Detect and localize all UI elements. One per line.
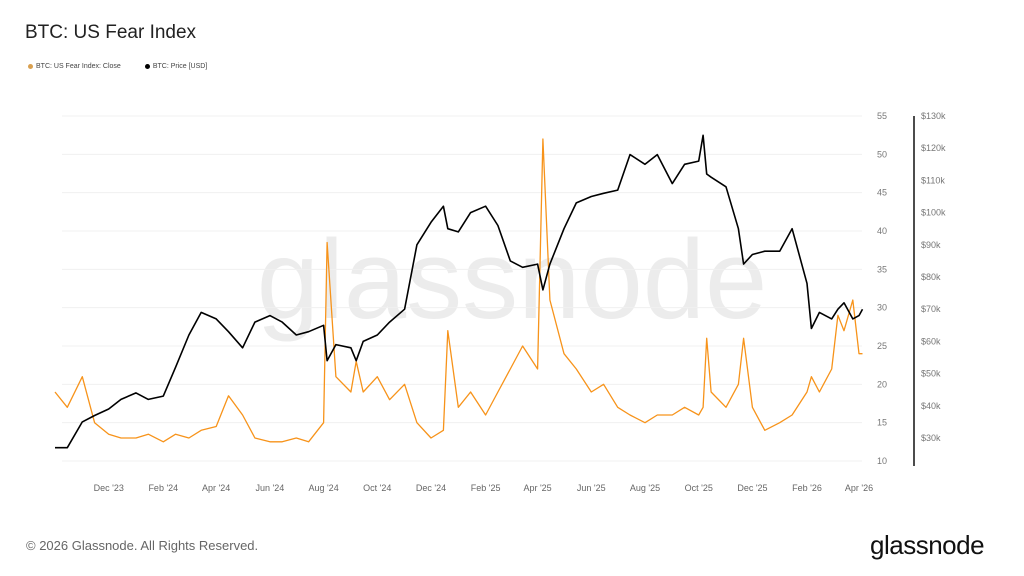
x-tick-label: Dec '25	[737, 483, 767, 493]
x-tick-label: Feb '25	[471, 483, 501, 493]
x-tick-label: Aug '25	[630, 483, 660, 493]
x-tick-label: Dec '23	[94, 483, 124, 493]
series-line-btc-price	[55, 134, 864, 449]
x-tick-label: Apr '26	[845, 483, 873, 493]
y-right-tick-label: $60k	[921, 336, 941, 346]
x-tick-label: Oct '24	[363, 483, 391, 493]
x-tick-label: Oct '25	[685, 483, 713, 493]
y-left-tick-label: 40	[877, 226, 887, 236]
y-right-tick-label: $100k	[921, 208, 946, 218]
y-left-tick-label: 25	[877, 341, 887, 351]
y-left-tick-label: 30	[877, 303, 887, 313]
y-left-tick-label: 35	[877, 264, 887, 274]
y-right-tick-label: $40k	[921, 401, 941, 411]
legend-dot-icon	[144, 63, 150, 69]
y-left-tick-label: 50	[877, 149, 887, 159]
x-tick-label: Aug '24	[308, 483, 338, 493]
y-left-tick-label: 55	[877, 111, 887, 121]
y-right-tick-label: $130k	[921, 111, 946, 121]
y-left-tick-label: 20	[877, 379, 887, 389]
chart-title: BTC: US Fear Index	[25, 22, 197, 43]
legend-item-fear[interactable]: BTC: US Fear Index: Close	[28, 63, 121, 70]
series-line-fear-index	[54, 138, 863, 443]
watermark: glassnode	[257, 217, 768, 342]
y-right-tick-label: $70k	[921, 304, 941, 314]
copyright: © 2026 Glassnode. All Rights Reserved.	[26, 538, 259, 553]
legend-dot-icon	[28, 63, 33, 69]
y-left-tick-label: 10	[877, 456, 887, 466]
x-tick-label: Feb '24	[148, 483, 178, 493]
y-right-tick-label: $50k	[921, 369, 941, 379]
y-right-tick-label: $90k	[921, 240, 941, 250]
legend-label: BTC: Price [USD]	[152, 63, 208, 70]
y-left-tick-label: 15	[877, 418, 887, 428]
x-tick-label: Jun '24	[255, 483, 284, 493]
x-tick-label: Apr '25	[523, 483, 551, 493]
legend-label: BTC: US Fear Index: Close	[36, 63, 121, 70]
x-tick-label: Feb '26	[792, 483, 822, 493]
glassnode-logo: glassnode	[870, 530, 985, 560]
y-right-tick-label: $30k	[921, 433, 941, 443]
y-right-tick-label: $110k	[921, 175, 945, 185]
legend-item-price[interactable]: BTC: Price [USD]	[144, 63, 208, 70]
y-left-tick-label: 45	[877, 188, 887, 198]
x-tick-label: Jun '25	[577, 483, 606, 493]
y-right-tick-label: $120k	[921, 143, 946, 153]
x-tick-label: Dec '24	[416, 483, 446, 493]
y-right-tick-label: $80k	[921, 272, 941, 282]
x-tick-label: Apr '24	[202, 483, 230, 493]
legend: BTC: US Fear Index: Close BTC: Price [US…	[28, 63, 207, 70]
